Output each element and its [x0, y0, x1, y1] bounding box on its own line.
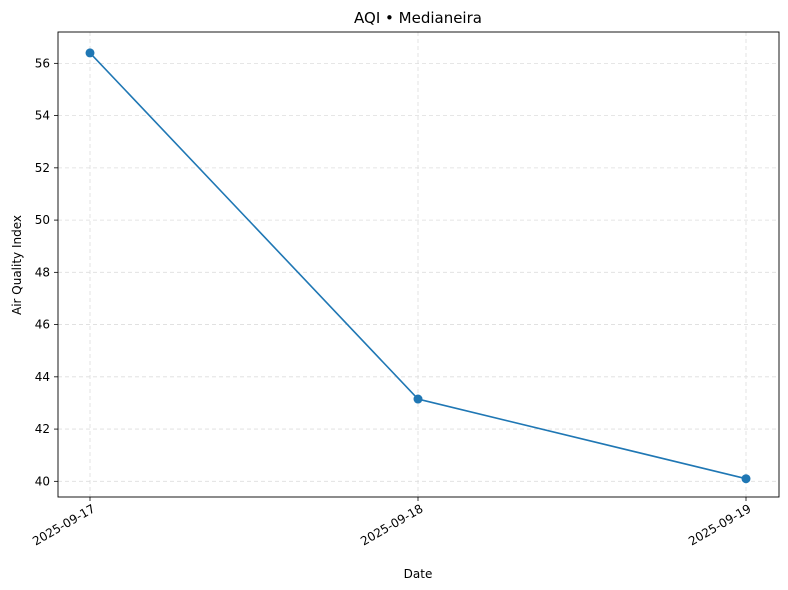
y-tick-label: 40	[35, 474, 50, 488]
data-point	[741, 474, 751, 484]
series-layer	[85, 48, 751, 484]
y-tick-label: 46	[35, 318, 50, 332]
tick-layer: 40 42 44 46 48 50 52 54 56 2025-09-17 2025-09-18 20…	[30, 56, 753, 548]
x-tick-label: 2025-09-17	[30, 501, 97, 548]
y-tick-label: 48	[35, 265, 50, 279]
grid-layer	[58, 32, 779, 497]
y-tick-label: 42	[35, 422, 50, 436]
y-axis-label: Air Quality Index	[10, 215, 24, 315]
data-point	[413, 394, 423, 404]
y-tick-label: 56	[35, 56, 50, 70]
chart-title: AQI • Medianeira	[354, 9, 482, 27]
plot-frame	[57, 31, 780, 498]
y-tick-label: 50	[35, 213, 50, 227]
y-tick-label: 44	[35, 370, 50, 384]
y-tick-label: 52	[35, 161, 50, 175]
data-point	[85, 48, 95, 58]
x-tick-label: 2025-09-18	[358, 501, 425, 548]
x-axis-label: Date	[404, 567, 433, 581]
y-tick-label: 54	[35, 109, 50, 123]
x-tick-label: 2025-09-19	[686, 501, 753, 548]
